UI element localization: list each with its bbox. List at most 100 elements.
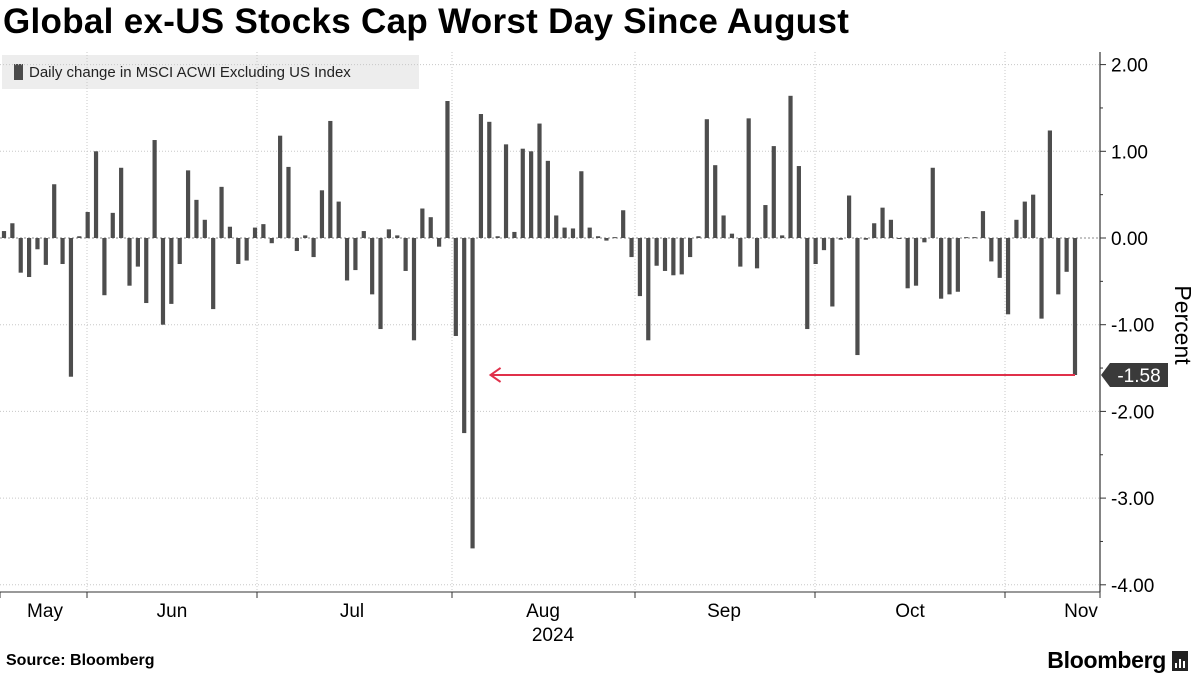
bar (77, 236, 82, 238)
bar (411, 238, 417, 341)
bar (85, 211, 90, 238)
legend-label: Daily change in MSCI ACWI Excluding US I… (29, 63, 351, 81)
annotation-arrow-head (488, 367, 502, 383)
bar (127, 238, 132, 286)
bar (930, 167, 935, 238)
bar (60, 238, 65, 265)
bar (621, 210, 626, 238)
bar (52, 184, 57, 238)
bar (436, 238, 442, 247)
bar (805, 238, 810, 330)
bar (1005, 238, 1011, 315)
bar (378, 238, 383, 330)
bar (922, 238, 927, 243)
bar (395, 235, 400, 238)
bar (662, 238, 668, 271)
bar (863, 238, 868, 240)
bar (319, 190, 325, 238)
bar (93, 151, 99, 238)
x-tick-label: May (27, 601, 63, 622)
bar (913, 238, 919, 286)
bar (18, 238, 23, 273)
bar (1064, 238, 1069, 272)
bar (587, 227, 592, 238)
bar (311, 238, 316, 258)
bar (729, 233, 735, 238)
bar (353, 238, 358, 271)
bar (763, 205, 768, 238)
bar (344, 238, 350, 281)
bar (688, 238, 693, 258)
bars (1, 95, 1078, 549)
bar (386, 229, 391, 238)
y-axis-title: Percent (1170, 285, 1196, 365)
y-tick-label: 0.00 (1111, 229, 1148, 250)
bar (545, 160, 550, 238)
bar (905, 238, 910, 289)
bar (10, 223, 15, 238)
bar (939, 238, 944, 299)
x-tick-label: Jun (157, 601, 188, 622)
bar (420, 208, 425, 238)
bar (947, 238, 952, 295)
bar (328, 120, 333, 238)
x-tick-label: Nov (1064, 601, 1098, 622)
bar (169, 238, 174, 304)
bar (219, 186, 224, 238)
bar (68, 238, 74, 377)
bar (244, 238, 249, 261)
bar (1022, 201, 1027, 238)
bar (478, 114, 484, 238)
bar (997, 238, 1002, 278)
bar (838, 238, 843, 240)
bar (821, 238, 827, 251)
bar (428, 217, 433, 238)
bar (646, 238, 651, 341)
bar (236, 238, 241, 265)
bar (595, 236, 601, 238)
bar (261, 224, 266, 238)
annotation: -1.58 (488, 362, 1168, 387)
bar (135, 238, 140, 267)
bar (119, 167, 124, 238)
bar (1031, 194, 1036, 238)
bar (294, 238, 299, 252)
bar (704, 119, 709, 238)
bar (738, 238, 743, 267)
bar (144, 238, 149, 304)
bar (1056, 238, 1061, 295)
x-axis: May Jun Jul Aug Sep Oct Nov 2024 (0, 591, 1101, 646)
bar (252, 227, 258, 238)
last-value-tag (1101, 362, 1168, 387)
chart-title: Global ex-US Stocks Cap Worst Day Since … (3, 2, 850, 41)
bar (897, 238, 902, 239)
x-tick-label: Sep (707, 601, 741, 622)
bar (671, 238, 676, 276)
bar (612, 237, 617, 239)
bar (1014, 219, 1019, 238)
bar (604, 238, 609, 241)
x-year-label: 2024 (532, 625, 575, 646)
bar (211, 238, 216, 310)
bar (43, 238, 48, 265)
bar (654, 238, 659, 266)
bar (403, 238, 408, 271)
bar (27, 238, 32, 278)
bar (1, 231, 7, 238)
bar (872, 223, 877, 238)
bar (102, 238, 107, 296)
bar (512, 231, 517, 238)
bar (570, 228, 576, 238)
bar (1047, 130, 1052, 238)
bar (637, 238, 643, 297)
bar (554, 215, 559, 238)
bar (303, 235, 308, 238)
bar (721, 215, 726, 238)
bar (445, 101, 450, 238)
bar (771, 146, 776, 238)
y-axis: 2.00 1.00 0.00 -1.00 -2.00 -3.00 -4.00 Percent (1099, 52, 1196, 597)
bar (453, 238, 458, 336)
x-tick-label: Jul (340, 601, 364, 622)
bar (185, 170, 191, 238)
y-tick-label: -4.00 (1111, 576, 1154, 597)
